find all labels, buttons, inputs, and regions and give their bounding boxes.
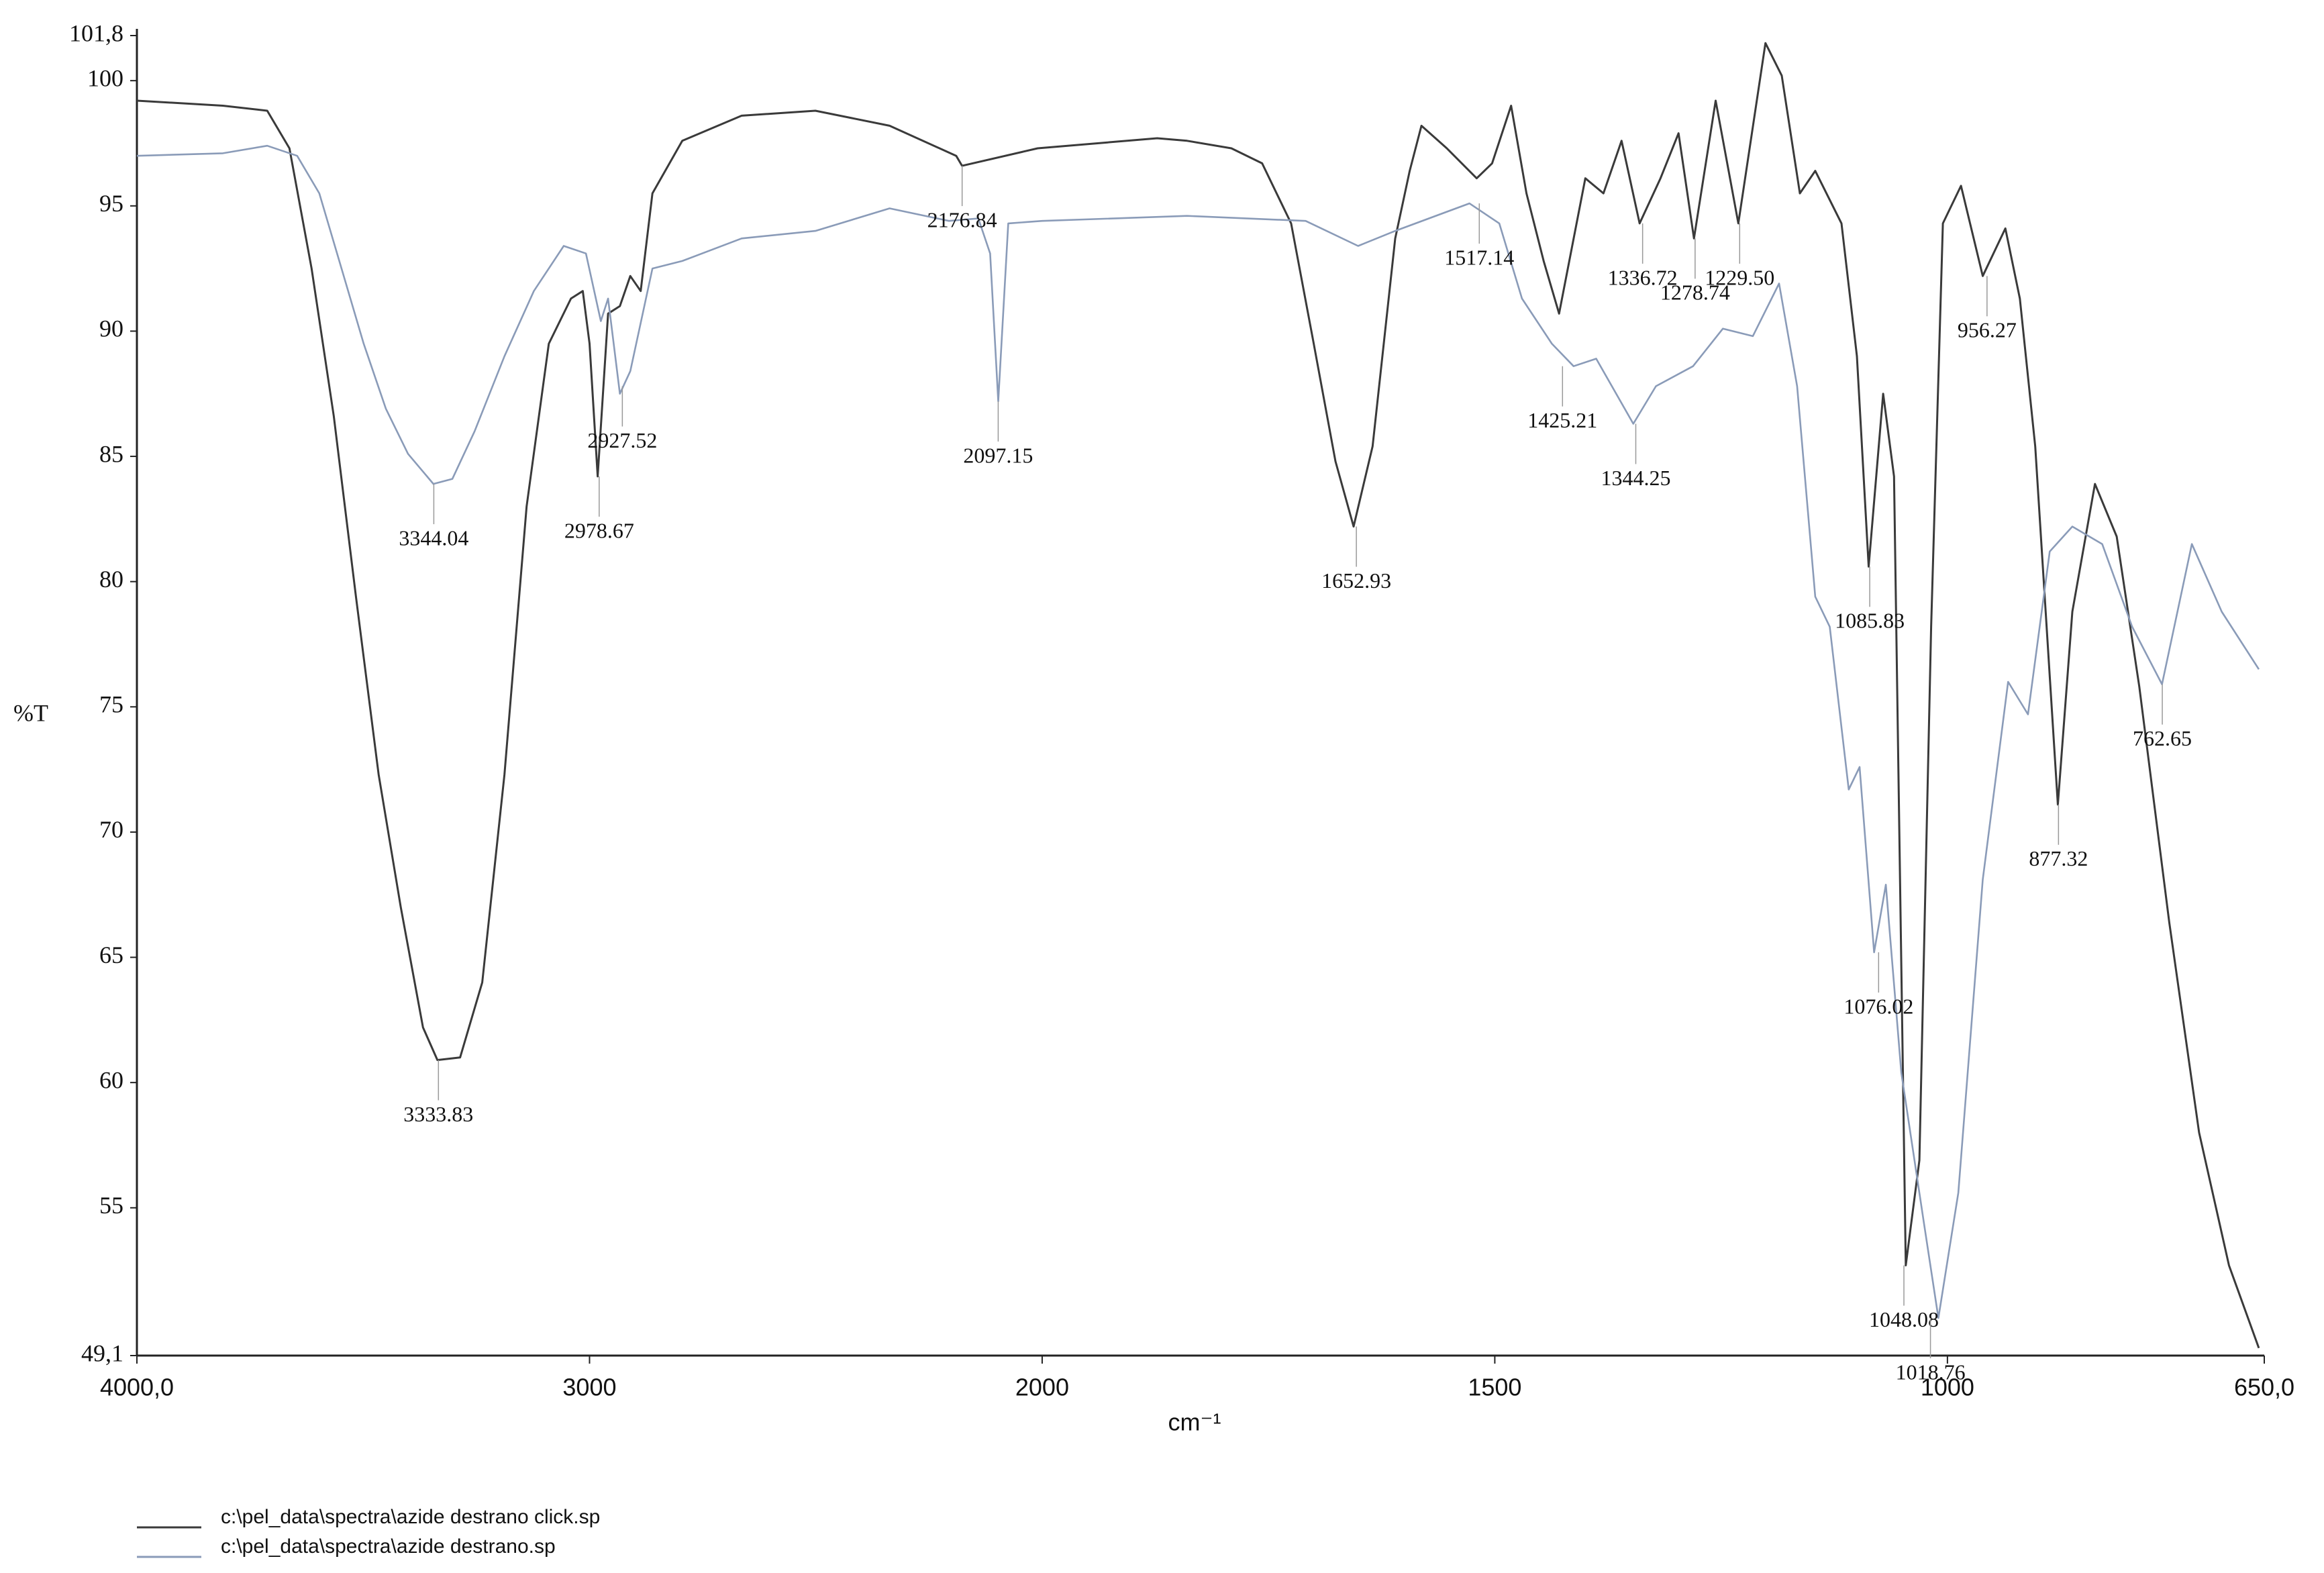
y-tick-label: 65 (99, 942, 123, 968)
spectrum-line (136, 42, 2260, 1349)
peak-label: 1344.25 (1601, 466, 1671, 490)
y-tick-label: 49,1 (81, 1339, 123, 1366)
y-tick-label: 95 (99, 190, 123, 217)
peak-label: 3344.04 (399, 525, 468, 550)
y-tick-label: 55 (99, 1192, 123, 1219)
peak-label: 956.27 (1958, 318, 2017, 342)
peak-label: 2097.15 (963, 443, 1033, 467)
peak-label: 762.65 (2133, 726, 2192, 750)
x-tick-label: 2000 (1015, 1374, 1069, 1401)
x-tick-label: 1500 (1468, 1374, 1521, 1401)
peak-label: 3333.83 (403, 1102, 473, 1126)
peak-label: 2176.84 (927, 207, 997, 232)
y-axis-label: %T (13, 699, 48, 726)
peak-label: 1278.74 (1660, 281, 1730, 305)
peak-label: 1425.21 (1527, 408, 1597, 432)
y-tick-label: 60 (99, 1066, 123, 1093)
peak-label: 2927.52 (587, 428, 657, 452)
x-tick-label: 4000,0 (100, 1374, 174, 1401)
y-tick-label: 100 (87, 64, 123, 91)
peak-label: 1048.08 (1869, 1307, 1939, 1331)
peak-label: 1229.50 (1705, 265, 1774, 289)
y-tick-label: 101,8 (69, 19, 123, 46)
y-tick-label: 90 (99, 315, 123, 342)
peak-label: 2978.67 (564, 518, 634, 542)
peak-label: 1018.76 (1896, 1360, 1966, 1384)
x-tick-label: 3000 (562, 1374, 616, 1401)
legend-label: c:\pel_data\spectra\azide destrano click… (221, 1506, 600, 1528)
legend-label: c:\pel_data\spectra\azide destrano.sp (221, 1535, 556, 1558)
x-tick-label: 1000 (1921, 1374, 1974, 1401)
peak-label: 1076.02 (1843, 994, 1913, 1018)
peak-label: 1652.93 (1321, 568, 1391, 593)
y-tick-label: 80 (99, 566, 123, 593)
spectrum-line (136, 144, 2260, 1319)
x-axis-label: cm⁻¹ (1168, 1409, 1221, 1436)
peak-label: 1336.72 (1608, 265, 1678, 289)
y-tick-label: 70 (99, 816, 123, 843)
y-tick-label: 85 (99, 440, 123, 467)
peak-label: 877.32 (2029, 846, 2088, 870)
x-tick-label: 650,0 (2234, 1374, 2294, 1401)
peak-label: 1085.83 (1835, 609, 1905, 633)
peak-label: 1517.14 (1444, 245, 1514, 269)
y-tick-label: 75 (99, 691, 123, 718)
